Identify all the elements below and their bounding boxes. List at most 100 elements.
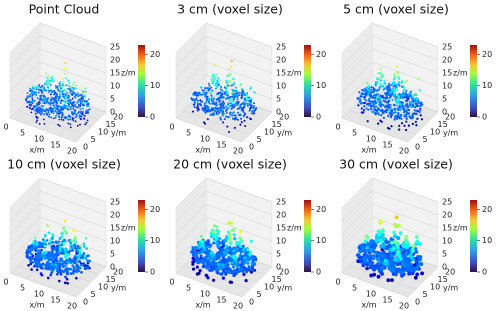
y-tick-label: 5 [257, 290, 262, 299]
point [56, 102, 59, 104]
point [235, 242, 239, 246]
point [45, 89, 48, 92]
point [415, 112, 418, 115]
z-tick-label: 20 [110, 56, 120, 65]
y-tick-label: 15 [438, 275, 448, 284]
point [72, 272, 75, 275]
point [212, 278, 216, 282]
point [396, 76, 399, 79]
point [221, 276, 225, 280]
point [397, 72, 400, 75]
point [387, 108, 390, 111]
x-tick-label: 5 [20, 284, 25, 293]
x-tick-label: 10 [366, 135, 376, 144]
point [382, 236, 387, 241]
point [87, 98, 90, 101]
grid-line [341, 190, 439, 222]
point [388, 127, 391, 130]
y-tick-label: 10 [264, 283, 274, 292]
point [193, 93, 196, 96]
point [82, 262, 85, 265]
point [409, 101, 412, 105]
point [398, 105, 401, 108]
point [206, 110, 209, 113]
point [391, 98, 394, 101]
point [33, 93, 36, 95]
grid-line [9, 35, 107, 67]
point [405, 111, 409, 114]
point [249, 270, 253, 274]
point [215, 112, 218, 115]
point [53, 93, 55, 96]
point [219, 91, 222, 94]
x-tick-label: 5 [186, 129, 191, 138]
y-tick-label: 0 [415, 298, 420, 307]
point [36, 116, 39, 119]
point [45, 108, 48, 110]
point [31, 94, 34, 97]
point [61, 116, 63, 119]
point [231, 94, 234, 97]
point [54, 104, 56, 107]
point [244, 270, 249, 274]
point [57, 104, 60, 107]
point [206, 276, 210, 280]
point [388, 94, 391, 97]
point [75, 264, 78, 268]
point [71, 88, 74, 91]
point [223, 92, 226, 95]
point [203, 102, 206, 105]
point [50, 79, 52, 82]
point [229, 113, 232, 116]
point [50, 109, 53, 111]
y-tick-label: 20 [113, 113, 123, 122]
y-tick-label: 15 [272, 120, 282, 129]
point [216, 97, 219, 100]
point [374, 250, 379, 255]
point [249, 250, 253, 254]
point [47, 97, 50, 99]
point [211, 82, 214, 85]
point [43, 89, 46, 92]
point [411, 244, 416, 248]
point [217, 80, 219, 83]
point [378, 220, 383, 225]
point [396, 65, 399, 68]
point [243, 100, 246, 103]
point [65, 96, 68, 98]
point [72, 102, 75, 104]
point [210, 251, 214, 255]
point [240, 87, 243, 90]
point [79, 94, 81, 96]
point [236, 98, 239, 101]
point [387, 266, 392, 271]
point [377, 113, 381, 116]
grid-line [349, 265, 416, 290]
point [239, 123, 242, 126]
point [243, 267, 247, 271]
point [370, 88, 373, 91]
point [84, 123, 87, 126]
point [50, 116, 52, 119]
point [58, 237, 62, 240]
point [375, 100, 378, 103]
point [52, 80, 55, 83]
point [361, 88, 364, 92]
point [374, 88, 377, 91]
point [231, 91, 234, 94]
point [227, 84, 230, 87]
z-tick-label: 10 [276, 82, 286, 91]
point [42, 87, 45, 90]
point [208, 245, 212, 249]
grid-line [341, 229, 439, 261]
point [236, 96, 239, 98]
point [51, 269, 54, 273]
point [394, 75, 397, 78]
z-tick-label: 0 [110, 263, 115, 272]
point [199, 99, 202, 102]
grid-line [17, 110, 84, 135]
point [50, 96, 53, 99]
point [414, 102, 417, 105]
grid-line [341, 35, 439, 67]
point [43, 113, 45, 116]
